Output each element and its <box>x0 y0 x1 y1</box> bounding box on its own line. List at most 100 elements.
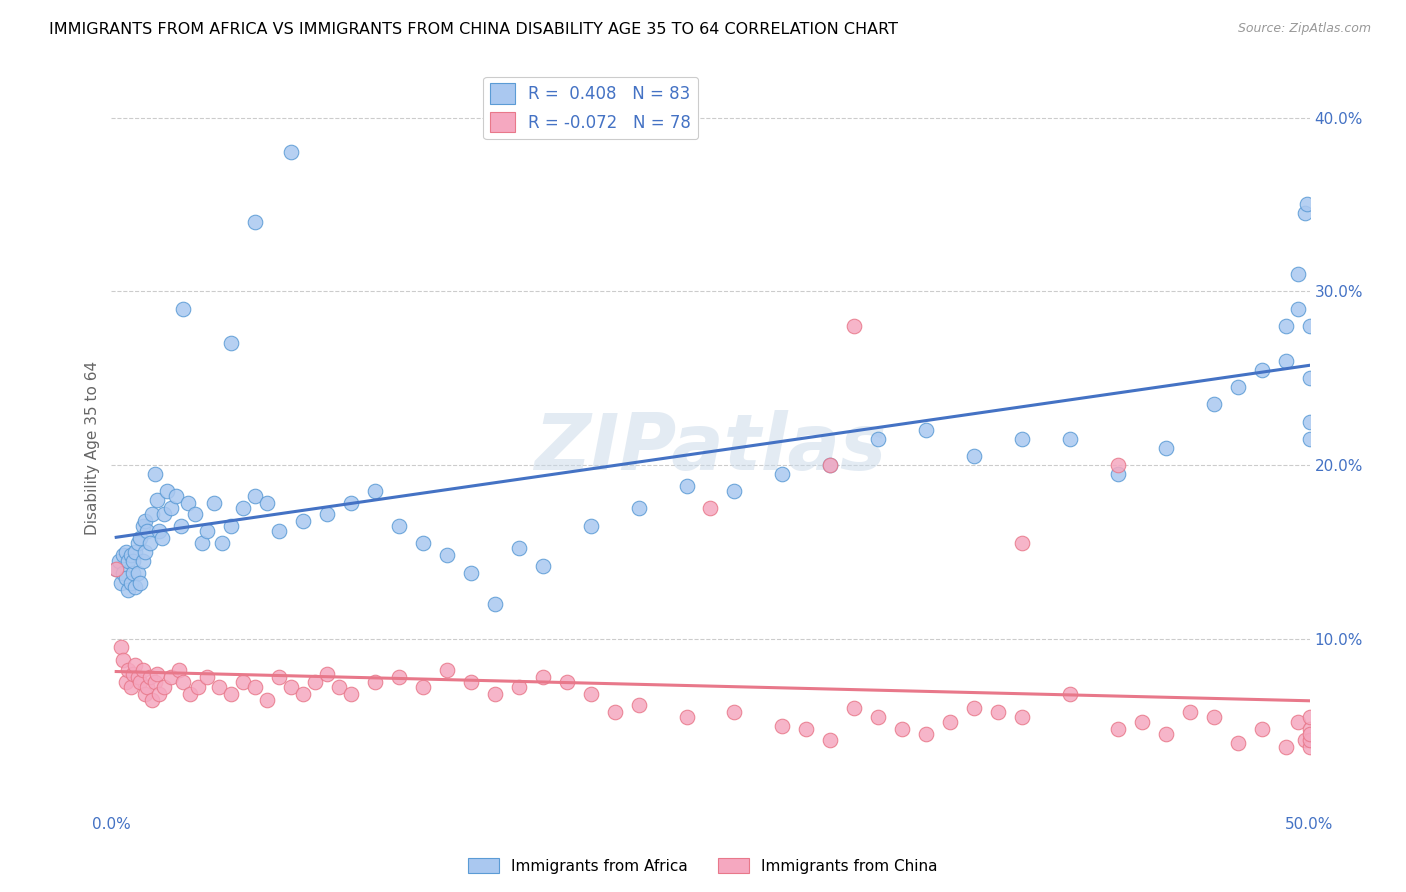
Point <box>195 524 218 538</box>
Point <box>114 545 136 559</box>
Point <box>160 501 183 516</box>
Point <box>1226 380 1249 394</box>
Point <box>1298 727 1320 741</box>
Point <box>269 524 291 538</box>
Point <box>915 727 938 741</box>
Point <box>1011 432 1033 446</box>
Point <box>112 653 135 667</box>
Point <box>1298 432 1320 446</box>
Point <box>232 675 254 690</box>
Point <box>627 501 650 516</box>
Point <box>243 489 266 503</box>
Point <box>148 687 170 701</box>
Point <box>1250 362 1272 376</box>
Point <box>134 514 156 528</box>
Point <box>208 681 231 695</box>
Point <box>167 663 190 677</box>
Point <box>1298 722 1320 736</box>
Point <box>1226 736 1249 750</box>
Point <box>146 492 169 507</box>
Point <box>868 710 890 724</box>
Point <box>1107 467 1129 481</box>
Point <box>129 576 152 591</box>
Point <box>243 681 266 695</box>
Point <box>177 496 200 510</box>
Point <box>675 710 697 724</box>
Point <box>155 484 177 499</box>
Point <box>292 514 315 528</box>
Point <box>146 666 169 681</box>
Point <box>1250 722 1272 736</box>
Point <box>1011 536 1033 550</box>
Point <box>134 687 156 701</box>
Point <box>107 553 129 567</box>
Point <box>112 549 135 563</box>
Point <box>820 732 842 747</box>
Point <box>153 681 176 695</box>
Point <box>436 549 458 563</box>
Point <box>124 580 146 594</box>
Point <box>1298 371 1320 385</box>
Legend: Immigrants from Africa, Immigrants from China: Immigrants from Africa, Immigrants from … <box>463 852 943 880</box>
Point <box>915 423 938 437</box>
Point <box>150 531 173 545</box>
Point <box>1294 206 1316 220</box>
Point <box>460 566 482 580</box>
Point <box>603 705 626 719</box>
Point <box>531 558 554 573</box>
Point <box>120 681 142 695</box>
Point <box>1202 397 1225 411</box>
Point <box>770 719 793 733</box>
Point <box>579 687 602 701</box>
Point <box>1107 722 1129 736</box>
Point <box>280 145 302 160</box>
Point <box>963 701 986 715</box>
Point <box>187 681 209 695</box>
Point <box>412 536 434 550</box>
Point <box>1178 705 1201 719</box>
Point <box>844 319 866 334</box>
Point <box>211 536 233 550</box>
Point <box>627 698 650 712</box>
Point <box>114 675 136 690</box>
Point <box>127 566 149 580</box>
Point <box>105 562 128 576</box>
Point <box>939 715 962 730</box>
Text: IMMIGRANTS FROM AFRICA VS IMMIGRANTS FROM CHINA DISABILITY AGE 35 TO 64 CORRELAT: IMMIGRANTS FROM AFRICA VS IMMIGRANTS FRO… <box>49 22 898 37</box>
Point <box>1296 197 1319 211</box>
Point <box>460 675 482 690</box>
Point <box>868 432 890 446</box>
Point <box>179 687 201 701</box>
Point <box>269 670 291 684</box>
Point <box>770 467 793 481</box>
Point <box>195 670 218 684</box>
Point <box>172 301 194 316</box>
Point <box>129 675 152 690</box>
Point <box>153 507 176 521</box>
Point <box>1294 732 1316 747</box>
Point <box>699 501 721 516</box>
Point <box>328 681 350 695</box>
Point <box>170 519 193 533</box>
Point <box>1298 739 1320 754</box>
Point <box>436 663 458 677</box>
Point <box>891 722 914 736</box>
Point <box>136 681 159 695</box>
Point <box>1286 715 1309 730</box>
Point <box>1274 739 1296 754</box>
Text: ZIPatlas: ZIPatlas <box>534 409 887 485</box>
Point <box>105 562 128 576</box>
Point <box>1298 415 1320 429</box>
Point <box>531 670 554 684</box>
Point <box>1202 710 1225 724</box>
Point <box>219 687 242 701</box>
Point <box>1274 354 1296 368</box>
Point <box>141 507 163 521</box>
Point <box>340 687 363 701</box>
Point <box>1298 732 1320 747</box>
Point <box>114 571 136 585</box>
Point <box>1011 710 1033 724</box>
Point <box>139 670 162 684</box>
Legend: R =  0.408   N = 83, R = -0.072   N = 78: R = 0.408 N = 83, R = -0.072 N = 78 <box>484 77 697 139</box>
Point <box>127 536 149 550</box>
